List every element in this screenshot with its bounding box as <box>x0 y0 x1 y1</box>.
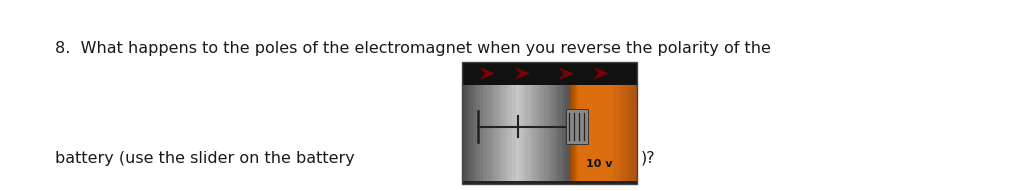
Bar <box>480 85 484 184</box>
Bar <box>592 85 595 184</box>
Bar <box>501 85 505 184</box>
Bar <box>533 85 537 184</box>
Bar <box>608 85 610 184</box>
Bar <box>625 85 628 184</box>
Bar <box>590 85 592 184</box>
Bar <box>473 85 477 184</box>
Text: 10 v: 10 v <box>587 159 613 169</box>
Bar <box>587 85 590 184</box>
Bar <box>605 85 608 184</box>
Text: )?: )? <box>641 151 655 165</box>
Bar <box>505 85 509 184</box>
Bar <box>628 85 630 184</box>
Bar <box>614 85 617 184</box>
Bar <box>462 62 637 184</box>
Polygon shape <box>593 67 609 80</box>
Bar <box>462 85 466 184</box>
Bar <box>522 85 526 184</box>
Bar <box>508 85 512 184</box>
Bar <box>621 85 624 184</box>
Bar <box>599 85 601 184</box>
Bar <box>519 85 523 184</box>
Bar <box>566 109 588 144</box>
Bar <box>469 85 474 184</box>
Polygon shape <box>514 67 530 80</box>
Bar <box>487 85 491 184</box>
Bar <box>526 85 530 184</box>
Bar <box>630 85 633 184</box>
Bar <box>466 85 470 184</box>
Bar <box>569 85 572 184</box>
Bar <box>562 85 566 184</box>
Text: battery (use the slider on the battery: battery (use the slider on the battery <box>55 151 355 165</box>
Bar <box>477 85 481 184</box>
Bar <box>554 85 559 184</box>
Bar <box>619 85 621 184</box>
Bar <box>512 85 516 184</box>
Bar <box>498 85 502 184</box>
Bar <box>601 85 604 184</box>
Bar <box>530 85 534 184</box>
Bar <box>576 85 579 184</box>
Bar <box>551 85 556 184</box>
Bar <box>612 85 615 184</box>
Polygon shape <box>559 67 574 80</box>
Bar <box>462 181 637 184</box>
Bar <box>484 85 488 184</box>
Bar <box>616 85 619 184</box>
Bar <box>547 85 551 184</box>
Bar <box>494 85 498 184</box>
Bar <box>603 85 606 184</box>
Bar <box>537 85 541 184</box>
Bar <box>632 85 635 184</box>
Bar <box>540 85 544 184</box>
Bar <box>596 85 599 184</box>
Bar <box>583 85 586 184</box>
Bar <box>574 85 577 184</box>
Polygon shape <box>480 67 495 80</box>
Bar <box>623 85 626 184</box>
Bar <box>634 85 637 184</box>
Bar <box>585 85 588 184</box>
Bar <box>462 62 637 85</box>
Bar <box>544 85 548 184</box>
Bar <box>515 85 519 184</box>
Bar <box>594 85 597 184</box>
Bar <box>610 85 613 184</box>
Text: 8.  What happens to the poles of the electromagnet when you reverse the polarity: 8. What happens to the poles of the elec… <box>55 40 771 56</box>
Bar <box>559 85 563 184</box>
Bar <box>566 85 570 184</box>
Bar <box>572 85 574 184</box>
Bar <box>491 85 495 184</box>
Bar <box>581 85 583 184</box>
Bar <box>578 85 581 184</box>
